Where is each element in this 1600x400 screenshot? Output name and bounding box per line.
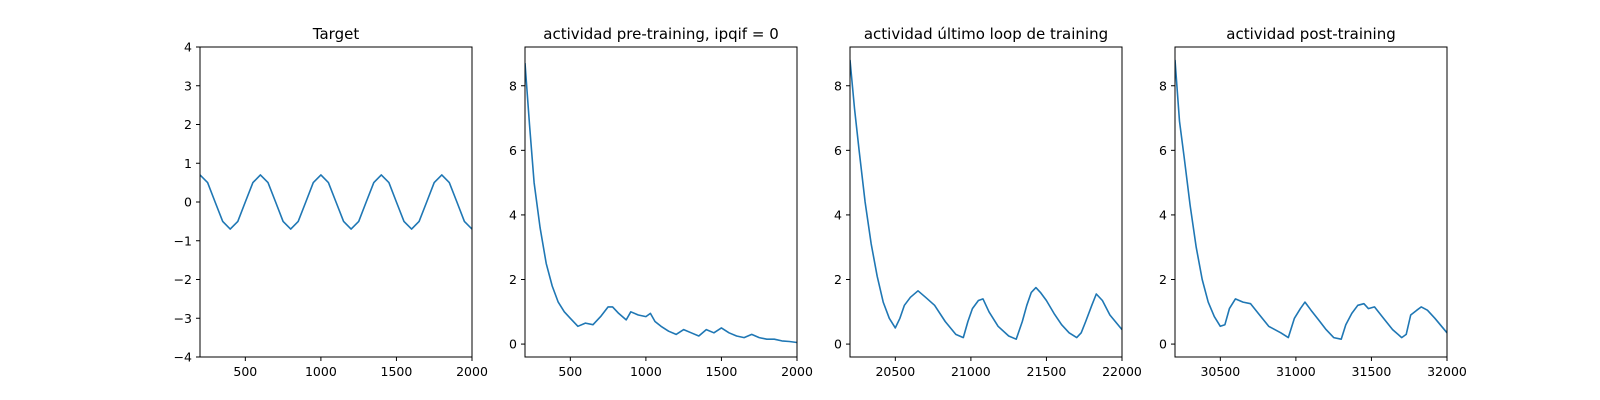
chart-panel-4: actividad post-training 30500 31000 31500 32…: [1159, 25, 1467, 379]
x-tick-label: 1000: [305, 364, 337, 379]
y-tick-label: 6: [509, 143, 517, 158]
y-tick-label: 2: [509, 272, 517, 287]
y-tick-label: −2: [174, 272, 192, 287]
chart-panel-1: Target 500 1000 1500 2000 −4 −3 −2 −1 0 1 2 3 4: [174, 25, 488, 379]
series-line: [850, 59, 1122, 341]
x-tick-label: 22000: [1102, 364, 1142, 379]
y-tick-label: 0: [1159, 337, 1167, 352]
chart-panel-2: actividad pre-training, ipqif = 0 500 1000…: [509, 25, 813, 379]
series-line: [200, 174, 472, 230]
series-line: [1175, 59, 1447, 341]
axes-frame: [524, 46, 798, 358]
x-tick-label: 21000: [951, 364, 991, 379]
y-tick-label: 6: [834, 143, 842, 158]
chart-title: actividad post-training: [1226, 25, 1395, 43]
x-tick-label: 21500: [1027, 364, 1067, 379]
x-tick-label: 20500: [875, 364, 915, 379]
x-tick-label: 500: [558, 364, 582, 379]
y-tick-label: 2: [1159, 272, 1167, 287]
x-tick-label: 30500: [1200, 364, 1240, 379]
y-tick-label: 2: [834, 272, 842, 287]
x-tick-label: 1000: [630, 364, 662, 379]
y-tick-label: 1: [184, 156, 192, 171]
x-tick-label: 1500: [706, 364, 738, 379]
chart-title: actividad último loop de training: [864, 25, 1108, 43]
y-tick-label: 4: [184, 40, 192, 55]
y-tick-label: −3: [174, 311, 192, 326]
y-tick-label: 0: [509, 337, 517, 352]
y-tick-label: 0: [184, 195, 192, 210]
y-tick-label: 8: [509, 78, 517, 93]
axes-frame: [1174, 46, 1448, 358]
y-tick-label: 4: [834, 207, 842, 222]
axes-frame: [849, 46, 1123, 358]
series-line: [525, 63, 797, 344]
chart-panel-3: actividad último loop de training 20500 21…: [834, 25, 1142, 379]
y-tick-label: 3: [184, 78, 192, 93]
y-tick-label: 0: [834, 337, 842, 352]
y-tick-label: 6: [1159, 143, 1167, 158]
y-tick-label: 4: [509, 207, 517, 222]
x-tick-label: 2000: [456, 364, 488, 379]
y-tick-label: 4: [1159, 207, 1167, 222]
chart-title: Target: [312, 25, 360, 43]
x-tick-label: 2000: [781, 364, 813, 379]
y-tick-label: 2: [184, 117, 192, 132]
x-tick-label: 31000: [1276, 364, 1316, 379]
y-tick-label: 8: [1159, 78, 1167, 93]
x-tick-label: 1500: [381, 364, 413, 379]
x-tick-label: 32000: [1427, 364, 1467, 379]
x-tick-label: 31500: [1352, 364, 1392, 379]
x-tick-label: 500: [233, 364, 257, 379]
y-tick-label: −1: [174, 233, 192, 248]
chart-title: actividad pre-training, ipqif = 0: [543, 25, 779, 43]
y-tick-label: 8: [834, 78, 842, 93]
y-tick-label: −4: [174, 350, 192, 365]
